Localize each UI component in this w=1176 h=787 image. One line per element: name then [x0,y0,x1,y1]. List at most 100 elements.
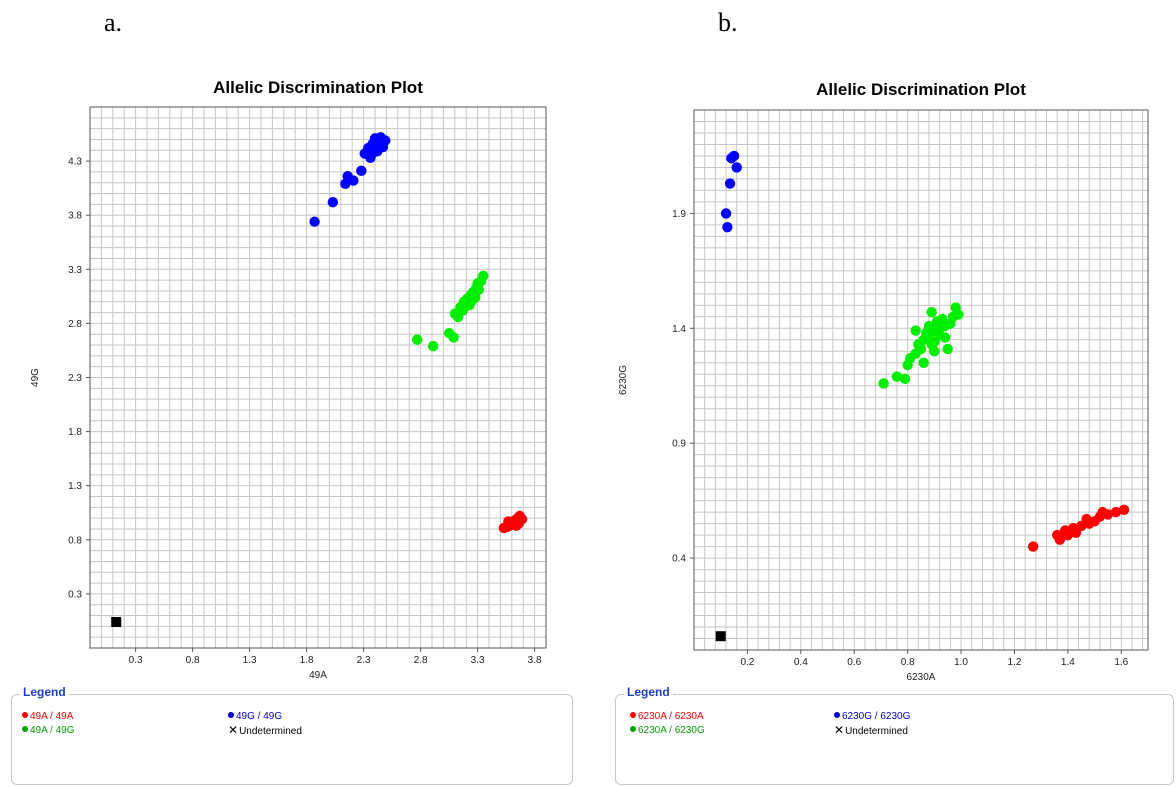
dot-icon [630,712,636,718]
legend-item-b-2: 6230A / 6230G [630,725,705,736]
chart-title-b: Allelic Discrimination Plot [816,80,1026,99]
x-tick-label: 3.3 [471,655,485,666]
data-point [111,617,122,628]
legend-item-a-3: ✕Undetermined [228,723,302,737]
y-tick-label: 3.8 [68,211,82,222]
data-point [365,152,376,164]
data-point [380,135,391,146]
legend-item-a-0: 49A / 49A [22,711,73,722]
x-tick-label: 2.8 [414,655,428,666]
y-tick-label: 0.9 [672,439,686,450]
grid-b [693,109,1148,651]
x-tick-label: 1.0 [954,657,968,668]
data-point [918,357,929,368]
data-point [942,343,953,355]
dot-icon [834,712,840,718]
data-point [370,143,382,155]
data-point [427,340,439,352]
legend-label: 6230G / 6230G [842,711,911,722]
legend-item-b-3: ✕Undetermined [834,723,908,737]
x-tick-label: 1.8 [300,655,314,666]
legend-a: Legend 49A / 49A 49G / 49G 49A / 49G ✕Un… [11,685,573,785]
x-tick-label: 0.4 [794,657,808,668]
legend-title-a: Legend [20,685,69,699]
x-icon: ✕ [834,723,845,737]
series-3 [111,617,122,628]
x-tick-label: 2.3 [357,655,371,666]
data-point [953,309,964,320]
dot-icon [22,726,28,732]
legend-title-b: Legend [624,685,673,699]
data-point [899,373,911,385]
y-tick-label: 1.8 [68,427,82,438]
data-point [939,332,951,343]
y-tick-label: 1.4 [672,324,686,335]
series-1 [411,270,489,352]
data-point [478,270,489,281]
data-point [728,150,740,162]
legend-label: 6230A / 6230G [638,725,705,736]
dot-icon [630,726,636,732]
data-point [720,208,732,219]
data-point [724,178,736,189]
y-axis-label: 49G [30,368,41,387]
data-point [327,197,339,208]
y-tick-label: 3.3 [68,265,82,276]
x-tick-label: 1.2 [1008,657,1022,668]
grid-a [89,106,547,649]
data-point [926,339,937,350]
x-axis-label: 6230A [907,672,936,683]
data-point [1118,504,1130,516]
y-axis-label: 6230G [618,365,629,395]
data-point [731,162,742,173]
legend-item-a-1: 49G / 49G [228,711,282,722]
dot-icon [22,712,28,718]
legend-label: 49G / 49G [236,711,283,722]
y-tick-label: 4.3 [68,157,82,168]
y-tick-label: 1.3 [68,481,82,492]
legend-label: 6230A / 6230A [638,711,704,722]
x-tick-label: 1.3 [243,655,257,666]
legend-label: 49A / 49A [30,711,74,722]
series-0 [720,150,742,233]
y-tick-label: 0.3 [68,589,82,600]
scatter-plot-b: 0.2 0.4 0.6 0.8 1.0 1.2 1.4 1.6 0.4 0.9 1.4 1.9 6230… [618,109,1149,683]
x-tick-label: 0.6 [847,657,861,668]
x-axis-label: 49A [309,670,327,681]
data-point [891,371,903,382]
series-3 [715,631,726,642]
data-point [513,518,524,529]
legend-label: Undetermined [239,726,302,737]
x-tick-label: 3.8 [528,655,542,666]
data-point [915,343,927,355]
y-tick-label: 2.3 [68,373,82,384]
x-tick-label: 0.8 [901,657,915,668]
y-tick-label: 2.8 [68,319,82,330]
series-2 [498,510,528,534]
data-point [722,221,733,233]
y-tick-label: 0.4 [672,554,686,565]
legend-item-b-1: 6230G / 6230G [834,711,910,722]
panel-label-b: b. [718,8,738,37]
x-tick-label: 1.6 [1114,657,1128,668]
series-1 [878,302,964,389]
data-point [463,294,474,305]
x-tick-label: 0.3 [129,655,143,666]
data-point [1102,509,1114,520]
data-point [448,332,459,343]
x-tick-label: 1.4 [1061,657,1075,668]
y-tick-label: 1.9 [672,209,686,220]
data-point [926,307,937,318]
x-tick-label: 0.8 [186,655,200,666]
data-point [356,165,367,177]
data-point [1054,534,1066,545]
chart-title-a: Allelic Discrimination Plot [213,78,423,97]
plot-frame [693,109,1149,651]
legend-item-a-2: 49A / 49G [22,725,74,736]
y-tick-label: 0.8 [68,535,82,546]
data-point [715,631,726,642]
x-tick-label: 0.2 [740,657,754,668]
data-point [878,378,889,389]
legend-item-b-0: 6230A / 6230A [630,711,704,722]
data-point [348,175,359,186]
